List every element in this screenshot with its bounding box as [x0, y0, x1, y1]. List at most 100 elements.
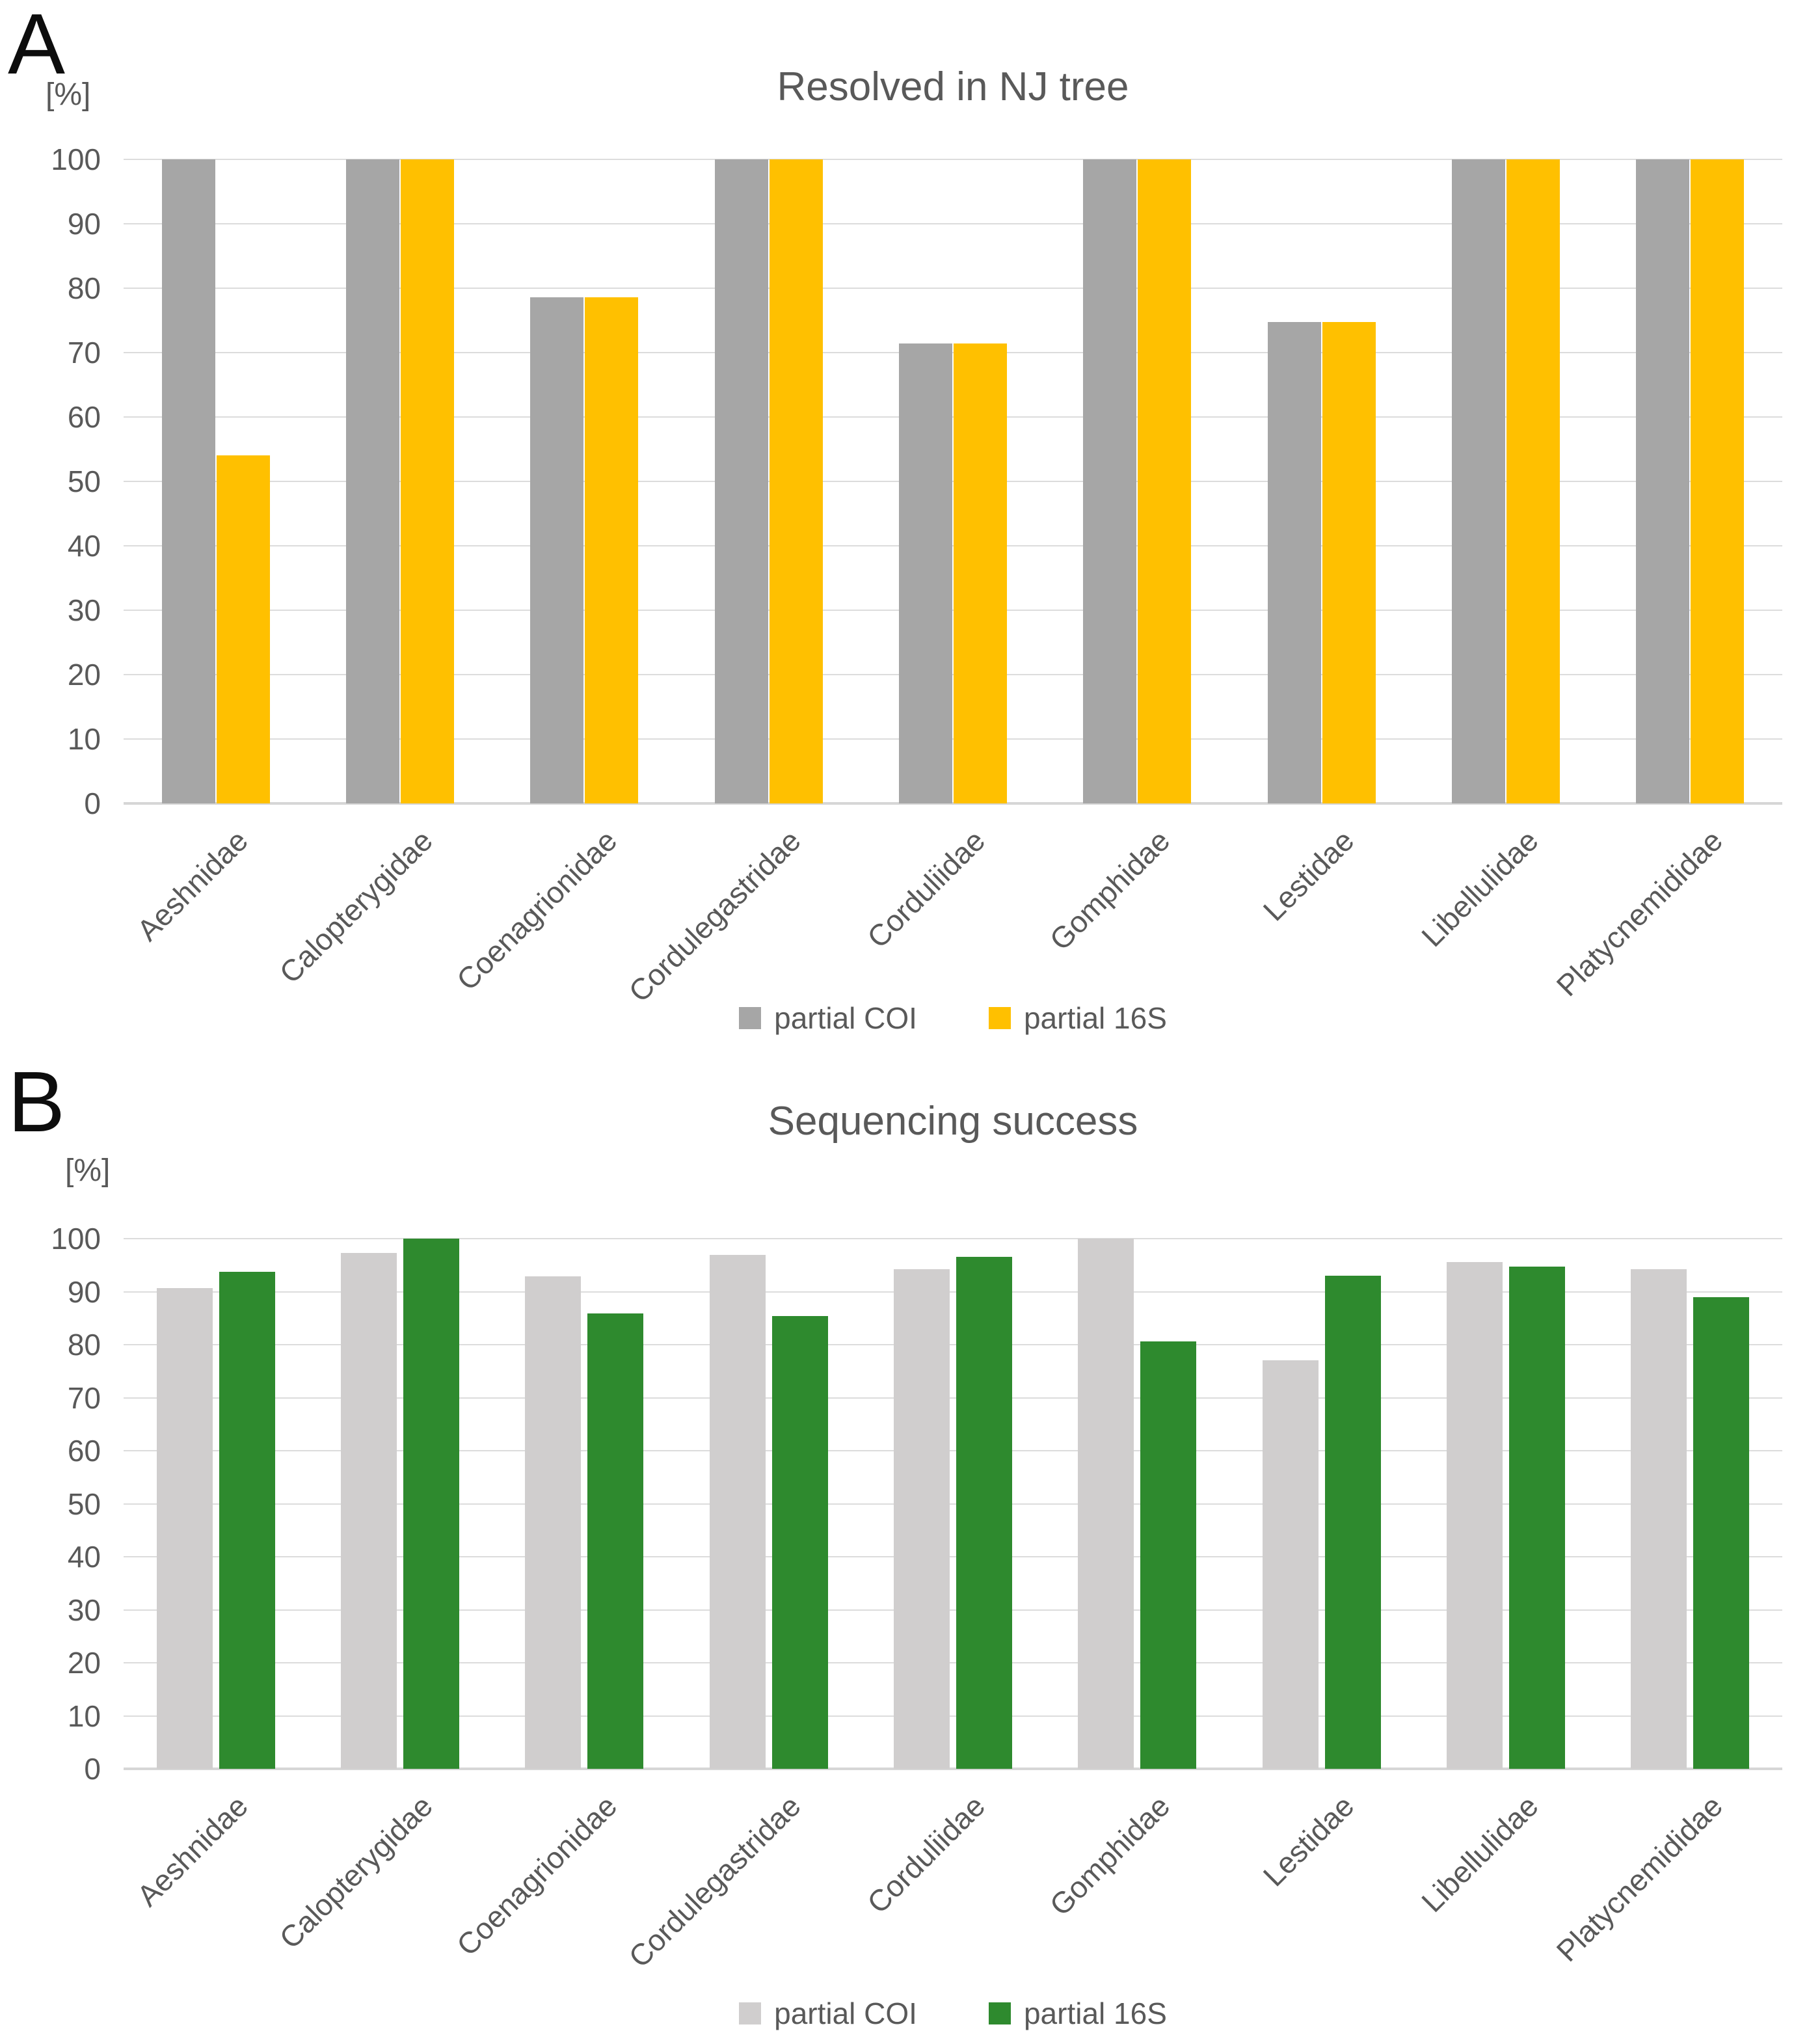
bar-partial-16s-platycnemididae — [1691, 159, 1745, 803]
gridline-90 — [124, 1291, 1782, 1293]
y-tick-label-40: 40 — [67, 1540, 101, 1574]
category-label-libellulidae: Libellulidae — [1414, 823, 1545, 954]
y-tick-label-0: 0 — [84, 1752, 101, 1786]
legend-label-partial-coi: partial COI — [774, 1997, 917, 2030]
y-tick-label-80: 80 — [67, 271, 101, 305]
y-tick-label-0: 0 — [84, 787, 101, 820]
y-tick-label-20: 20 — [67, 658, 101, 692]
gridline-70 — [124, 352, 1782, 353]
bar-partial-coi-aeshnidae — [156, 1287, 213, 1769]
bar-partial-coi-cordulegastridae — [709, 1255, 766, 1769]
y-tick-label-90: 90 — [67, 1274, 101, 1309]
bar-partial-16s-lestidae — [1322, 322, 1376, 803]
category-label-platycnemididae: Platycnemididae — [1549, 1788, 1729, 1969]
legend-label-partial-16s: partial 16S — [1023, 1001, 1167, 1035]
bar-partial-coi-platycnemididae — [1631, 1269, 1687, 1769]
x-axis-line — [124, 1768, 1782, 1770]
legend: partial COI partial 16S — [124, 1001, 1782, 1036]
category-label-cordulegastridae: Cordulegastridae — [622, 1788, 808, 1974]
gridline-60 — [124, 1450, 1782, 1451]
legend-swatch-partial-16s — [988, 1007, 1011, 1029]
bar-partial-16s-cordulegastridae — [769, 159, 823, 803]
gridline-80 — [124, 1344, 1782, 1345]
bar-partial-16s-gomphidae — [1140, 1341, 1197, 1769]
legend: partial COI partial 16S — [124, 1996, 1782, 2031]
x-axis-line — [124, 802, 1782, 805]
bar-partial-16s-libellulidae — [1509, 1267, 1565, 1769]
panel-a-letter: A — [8, 0, 66, 92]
bar-partial-16s-lestidae — [1324, 1276, 1381, 1769]
category-label-coenagrionidae: Coenagrionidae — [449, 1788, 623, 1963]
plot-area: 0 10 20 30 40 50 60 70 80 90 100 Aeshnidae Caloptery… — [51, 142, 1782, 1008]
category-label-cordulegastridae: Cordulegastridae — [622, 823, 808, 1009]
legend-swatch-partial-coi — [739, 2002, 762, 2024]
y-tick-label-50: 50 — [67, 1486, 101, 1521]
y-tick-label-50: 50 — [67, 464, 101, 498]
gridline-30 — [124, 1609, 1782, 1611]
gridline-20 — [124, 674, 1782, 675]
bar-partial-16s-calopterygidae — [403, 1239, 459, 1769]
y-tick-label-90: 90 — [67, 207, 101, 241]
plot-area: 0 10 20 30 40 50 60 70 80 90 100 Aeshnidae Caloptery… — [51, 1222, 1782, 1974]
panel-b-letter: B — [8, 1054, 66, 1150]
category-label-libellulidae: Libellulidae — [1414, 1788, 1545, 1919]
y-tick-label-10: 10 — [67, 1699, 101, 1733]
y-tick-label-70: 70 — [67, 336, 101, 370]
category-label-lestidae: Lestidae — [1256, 1788, 1361, 1893]
bar-partial-coi-aeshnidae — [161, 159, 215, 803]
gridline-60 — [124, 416, 1782, 418]
bar-partial-16s-cordulegastridae — [771, 1316, 828, 1769]
legend-label-partial-16s: partial 16S — [1023, 1997, 1167, 2030]
bar-partial-coi-lestidae — [1267, 322, 1321, 803]
bar-partial-coi-coenagrionidae — [525, 1276, 582, 1769]
legend-swatch-partial-coi — [739, 1007, 762, 1029]
panel-b-title: Sequencing success — [768, 1099, 1138, 1144]
gridline-40 — [124, 545, 1782, 546]
bar-partial-16s-platycnemididae — [1693, 1297, 1750, 1769]
y-tick-label-100: 100 — [51, 1222, 101, 1256]
category-label-platycnemididae: Platycnemididae — [1549, 823, 1729, 1003]
bar-partial-16s-libellulidae — [1506, 159, 1560, 803]
legend-item-partial-coi: partial COI — [739, 1001, 917, 1036]
y-tick-label-60: 60 — [67, 1434, 101, 1468]
gridline-70 — [124, 1397, 1782, 1399]
category-label-calopterygidae: Calopterygidae — [272, 823, 439, 990]
y-tick-label-80: 80 — [67, 1328, 101, 1362]
bar-partial-coi-corduliidae — [894, 1269, 950, 1769]
gridline-40 — [124, 1556, 1782, 1557]
gridline-90 — [124, 223, 1782, 224]
panel-a-unit-label: [%] — [46, 77, 91, 112]
category-label-corduliidae: Corduliidae — [861, 1788, 992, 1920]
y-tick-label-100: 100 — [51, 142, 101, 176]
bar-partial-16s-coenagrionidae — [585, 297, 639, 803]
category-label-gomphidae: Gomphidae — [1042, 1788, 1176, 1922]
bar-partial-coi-corduliidae — [899, 343, 952, 803]
legend-item-partial-16s: partial 16S — [988, 1996, 1167, 2031]
y-tick-label-10: 10 — [67, 722, 101, 756]
panel-b-unit-label: [%] — [65, 1153, 111, 1188]
bar-partial-coi-calopterygidae — [341, 1253, 397, 1769]
bar-partial-16s-coenagrionidae — [587, 1313, 644, 1769]
gridline-10 — [124, 738, 1782, 740]
bar-partial-16s-gomphidae — [1138, 159, 1192, 803]
gridline-100 — [124, 1238, 1782, 1239]
bar-partial-coi-lestidae — [1262, 1360, 1319, 1769]
bar-partial-coi-platycnemididae — [1636, 159, 1690, 803]
gridline-50 — [124, 481, 1782, 482]
category-label-aeshnidae: Aeshnidae — [130, 1788, 255, 1913]
legend-item-partial-16s: partial 16S — [988, 1001, 1167, 1036]
y-tick-label-70: 70 — [67, 1380, 101, 1415]
gridline-20 — [124, 1662, 1782, 1663]
gridline-80 — [124, 288, 1782, 289]
bar-partial-coi-calopterygidae — [346, 159, 399, 803]
bar-partial-16s-aeshnidae — [219, 1272, 275, 1769]
category-label-aeshnidae: Aeshnidae — [130, 823, 255, 948]
gridline-10 — [124, 1715, 1782, 1717]
bar-partial-16s-aeshnidae — [216, 455, 270, 803]
bar-partial-16s-corduliidae — [956, 1256, 1012, 1769]
bar-partial-coi-libellulidae — [1452, 159, 1505, 803]
category-label-lestidae: Lestidae — [1256, 823, 1361, 928]
category-label-corduliidae: Corduliidae — [861, 823, 992, 955]
legend-label-partial-coi: partial COI — [774, 1001, 917, 1035]
